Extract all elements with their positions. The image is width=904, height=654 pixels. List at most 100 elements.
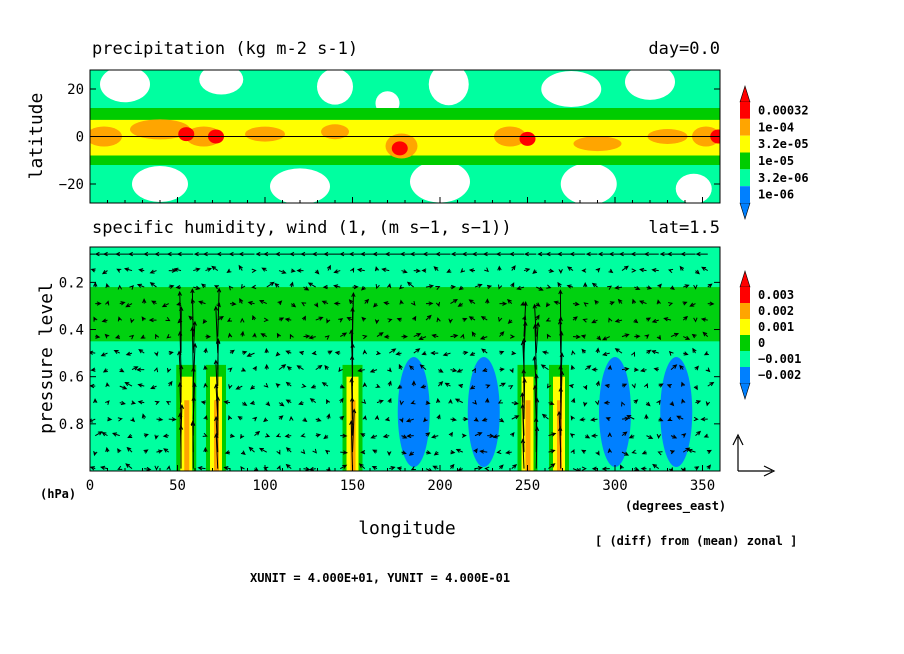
wind-arrow	[499, 301, 508, 306]
wind-arrow	[583, 401, 588, 407]
precip-maximum	[391, 141, 408, 156]
wind-arrow	[290, 302, 297, 308]
wind-arrow	[168, 284, 175, 289]
wind-arrow	[621, 383, 628, 388]
wind-arrow	[700, 317, 708, 322]
wind-arrow	[240, 330, 245, 337]
wind-arrow	[634, 466, 640, 471]
wind-arrow	[215, 337, 221, 387]
wind-arrow	[430, 350, 439, 356]
x-unit-label: (degrees_east)	[625, 499, 726, 514]
wind-arrow	[216, 251, 230, 257]
wind-arrow	[468, 268, 476, 273]
wind-arrow	[425, 314, 432, 321]
wind-arrow	[384, 251, 402, 257]
wind-arrow	[571, 350, 576, 356]
precip-wet-area	[321, 124, 349, 140]
wind-arrow	[585, 251, 598, 257]
wind-arrow	[298, 350, 304, 356]
wind-arrow	[646, 434, 654, 439]
wind-arrow	[130, 318, 135, 324]
wind-arrow	[425, 284, 435, 289]
wind-arrow	[179, 306, 184, 354]
wind-arrow	[278, 364, 287, 371]
wind-arrow	[455, 448, 463, 453]
wind-arrow	[278, 269, 287, 274]
bottom-ytick-label: 0.2	[59, 275, 84, 291]
wind-arrow	[240, 434, 245, 440]
wind-arrow	[383, 334, 390, 339]
wind-arrow	[350, 267, 355, 273]
wind-arrow	[360, 433, 366, 438]
wind-arrow	[694, 466, 700, 471]
wind-arrow	[569, 251, 586, 257]
wind-arrow	[646, 349, 652, 355]
wind-arrow	[411, 300, 416, 306]
wind-arrow	[235, 385, 243, 390]
wind-arrow	[315, 417, 322, 422]
wind-arrow	[107, 416, 113, 422]
bottom-xtick-label: 300	[602, 478, 627, 494]
wind-arrow	[570, 448, 575, 455]
wind-arrow	[240, 284, 246, 290]
wind-arrow	[706, 464, 712, 470]
wind-arrow	[149, 269, 157, 274]
wind-arrow	[482, 367, 488, 372]
wind-arrow	[433, 451, 439, 456]
wind-arrow	[203, 382, 208, 388]
wind-arrow	[540, 364, 549, 371]
wind-arrow	[264, 347, 269, 354]
wind-arrow	[102, 368, 108, 373]
wind-arrow	[116, 268, 122, 273]
wind-arrow	[261, 267, 267, 272]
wind-arrow	[595, 267, 601, 273]
wind-arrow	[285, 381, 292, 387]
wind-arrow	[693, 317, 698, 323]
colorbar-swatch	[740, 118, 750, 136]
wind-arrow	[595, 400, 600, 406]
wind-arrow	[693, 284, 698, 290]
colorbar-label: 3.2e-06	[758, 171, 809, 185]
wind-arrow	[421, 268, 427, 273]
bottom-xtick-label: 100	[252, 478, 277, 494]
wind-arrow	[375, 350, 382, 356]
wind-arrow	[591, 319, 598, 324]
wind-arrow	[324, 335, 330, 340]
wind-arrow	[431, 333, 439, 339]
wind-arrow	[275, 251, 292, 257]
wind-arrow	[431, 434, 439, 439]
wind-arrow	[581, 348, 587, 354]
wind-arrow	[228, 384, 233, 390]
wind-arrow	[173, 267, 182, 272]
wind-arrow	[300, 433, 306, 438]
wind-arrow	[119, 368, 125, 373]
wind-arrow	[703, 351, 709, 356]
wind-arrow	[557, 281, 562, 288]
colorbar-swatch	[740, 319, 750, 335]
precip-maximum	[178, 127, 195, 142]
wind-arrow	[324, 364, 329, 370]
wind-arrow	[604, 383, 610, 389]
wind-arrow	[450, 299, 458, 305]
wind-arrow	[213, 285, 220, 290]
wind-arrow	[156, 449, 164, 454]
wind-arrow	[289, 333, 294, 339]
wind-arrow	[597, 251, 610, 257]
wind-arrow	[349, 420, 354, 469]
wind-arrow	[396, 466, 402, 471]
wind-arrow	[286, 366, 292, 371]
wind-arrow	[275, 383, 281, 388]
wind-arrow	[374, 266, 380, 272]
wind-arrow	[93, 398, 98, 404]
wind-arrow	[137, 383, 145, 388]
wind-arrow	[694, 365, 699, 371]
wind-arrow	[522, 377, 527, 420]
colorbar-label: 0.001	[758, 320, 794, 334]
wind-arrow	[117, 316, 123, 322]
wind-arrow	[376, 399, 384, 404]
wind-arrow	[240, 465, 245, 471]
wind-arrow	[532, 269, 538, 275]
wind-arrow	[136, 367, 145, 372]
wind-arrow	[150, 385, 157, 390]
wind-arrow	[130, 417, 136, 423]
